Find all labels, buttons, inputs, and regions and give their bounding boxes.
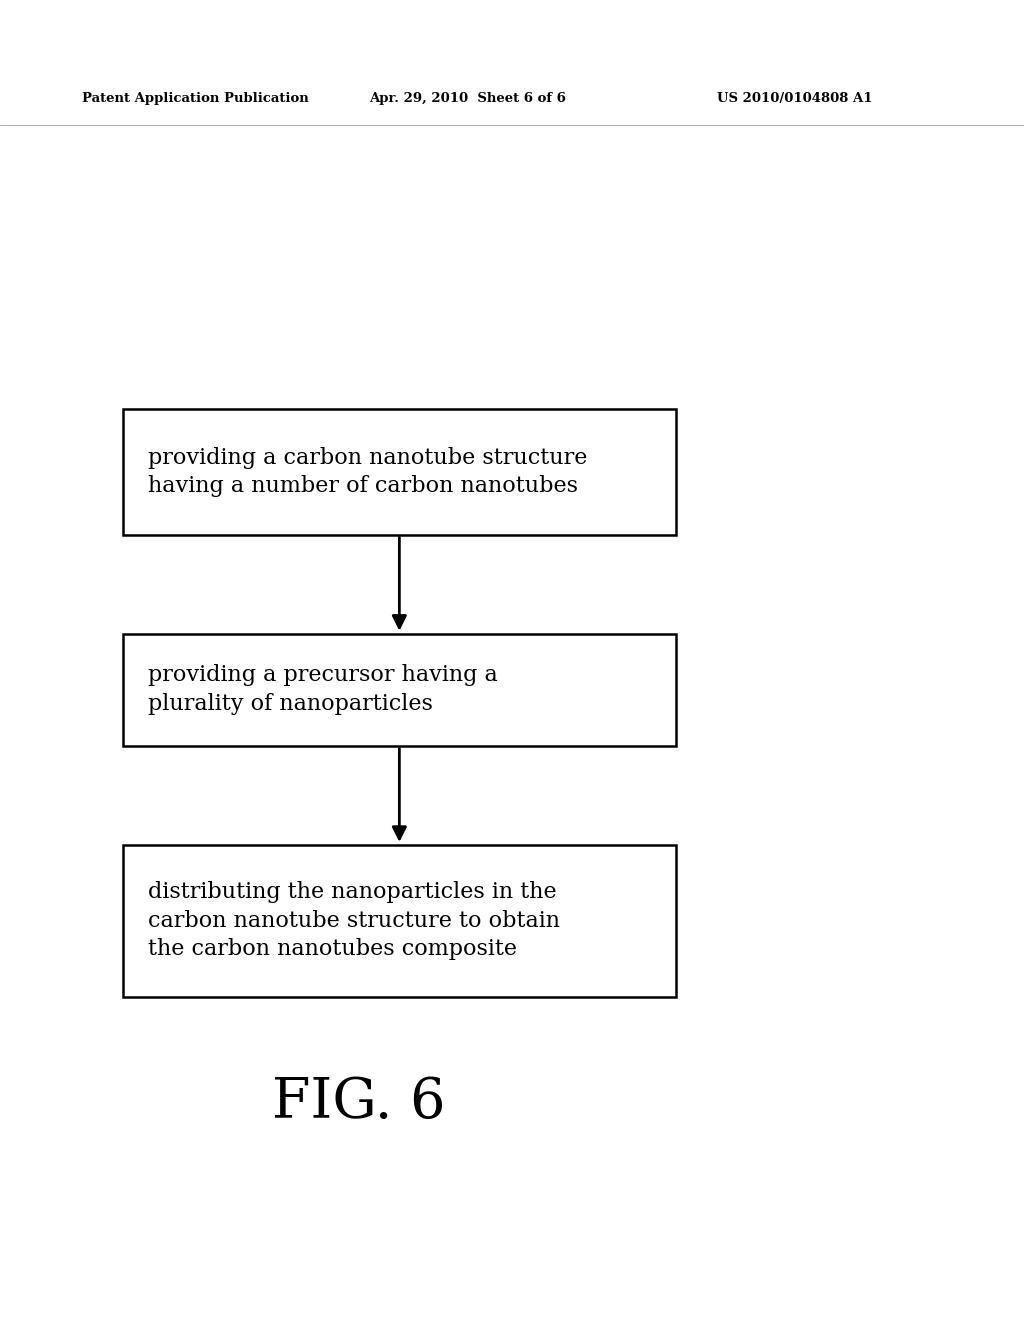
FancyBboxPatch shape — [123, 634, 676, 746]
FancyBboxPatch shape — [123, 845, 676, 997]
Text: providing a carbon nanotube structure
having a number of carbon nanotubes: providing a carbon nanotube structure ha… — [148, 446, 588, 498]
Text: providing a precursor having a
plurality of nanoparticles: providing a precursor having a plurality… — [148, 664, 499, 715]
Text: Patent Application Publication: Patent Application Publication — [82, 92, 308, 106]
Text: Apr. 29, 2010  Sheet 6 of 6: Apr. 29, 2010 Sheet 6 of 6 — [369, 92, 565, 106]
Text: distributing the nanoparticles in the
carbon nanotube structure to obtain
the ca: distributing the nanoparticles in the ca… — [148, 880, 560, 961]
Text: US 2010/0104808 A1: US 2010/0104808 A1 — [717, 92, 872, 106]
Text: FIG. 6: FIG. 6 — [271, 1074, 445, 1130]
FancyBboxPatch shape — [123, 409, 676, 535]
